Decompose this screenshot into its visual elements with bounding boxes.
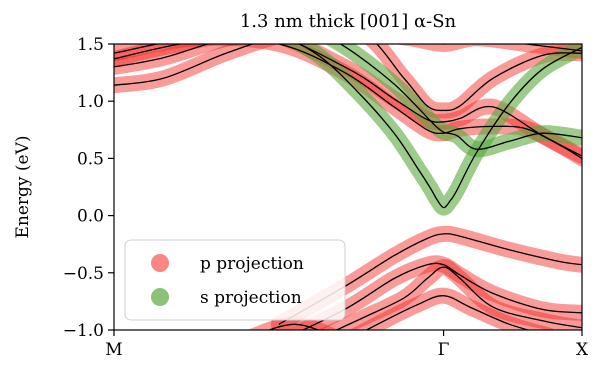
band-line-4	[298, 44, 582, 209]
band-line-3	[114, 44, 582, 159]
y-tick-label: 0.5	[77, 149, 104, 169]
y-tick-label: −1.0	[63, 321, 104, 341]
x-tick-label: X	[576, 340, 589, 360]
band-line-10	[267, 323, 320, 330]
legend: p projection s projection	[124, 239, 346, 321]
band-line-2	[114, 44, 582, 157]
y-tick-label: 0.0	[77, 207, 104, 227]
y-tick-label: −0.5	[63, 264, 104, 284]
band-line-7	[301, 262, 582, 330]
band-line-8	[335, 266, 582, 330]
y-tick-label: 1.5	[77, 35, 104, 55]
band-line-6	[278, 233, 582, 325]
x-tick-label: Γ	[438, 340, 450, 360]
y-axis: −1.0 −0.5 0.0 0.5 1.0 1.5	[63, 35, 114, 341]
band-line-1	[114, 44, 582, 112]
legend-box	[124, 239, 346, 321]
plot-frame	[113, 43, 583, 331]
band-line-9	[365, 295, 531, 330]
legend-marker-p	[151, 254, 169, 272]
y-axis-label: Energy (eV)	[13, 135, 33, 238]
legend-marker-s	[151, 288, 169, 306]
y-tick-label: 1.0	[77, 92, 104, 112]
chart-title: 1.3 nm thick [001] α-Sn	[240, 11, 457, 32]
band-line-0	[114, 44, 582, 86]
x-tick-label: M	[105, 340, 122, 360]
band-line-5	[339, 44, 582, 150]
band-line-layer	[114, 44, 582, 330]
legend-label-p: p projection	[200, 254, 304, 274]
legend-label-s: s projection	[200, 288, 302, 308]
band-projection-10	[247, 316, 339, 330]
